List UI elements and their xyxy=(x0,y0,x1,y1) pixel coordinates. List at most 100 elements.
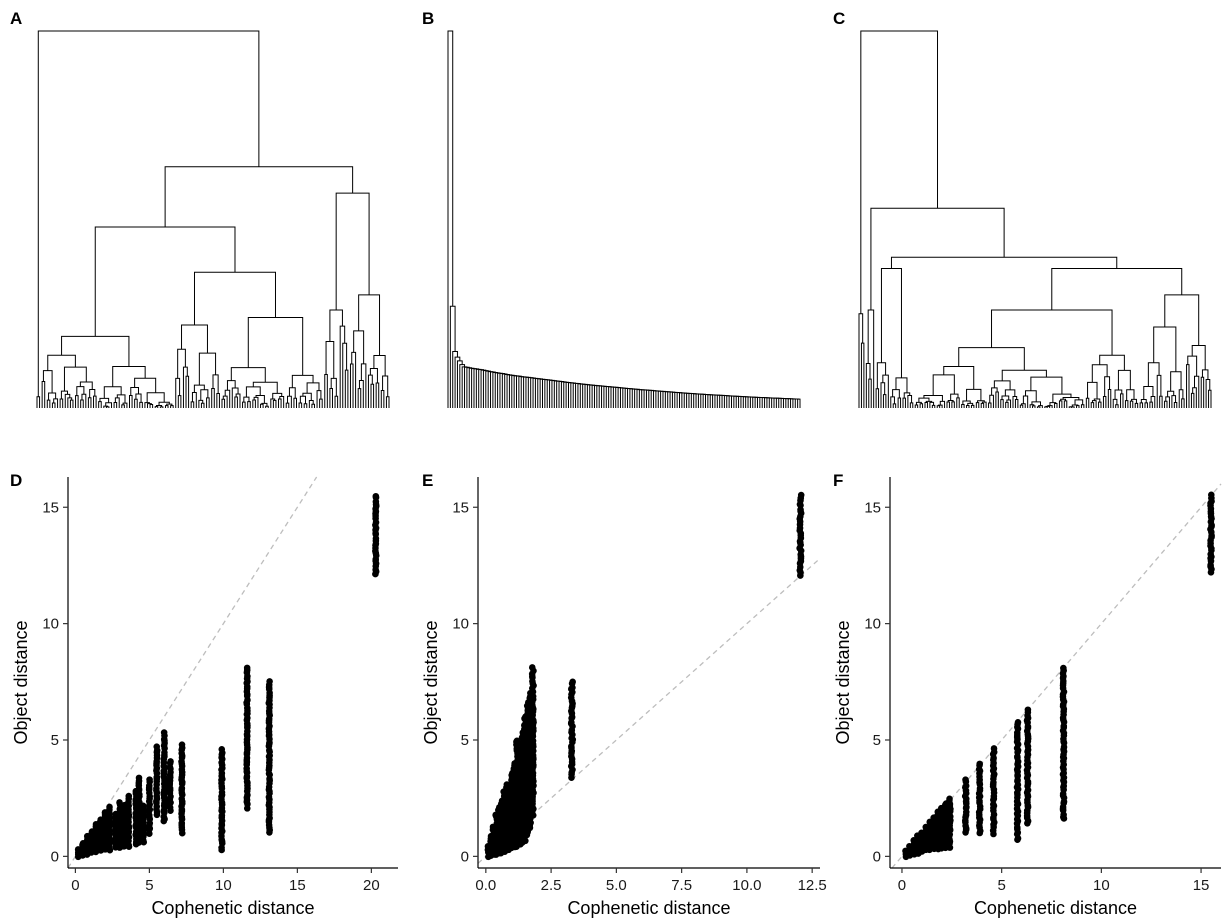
dendrogram-link xyxy=(464,366,470,408)
dendrogram-link xyxy=(918,397,930,403)
dendrogram-link xyxy=(792,398,798,408)
x-tick-label: 5.0 xyxy=(606,877,627,894)
dendrogram-link xyxy=(1098,401,1102,408)
dendrogram-link xyxy=(858,313,864,408)
dendrogram-link xyxy=(81,393,87,408)
dendrogram-link xyxy=(1131,398,1137,404)
dendrogram-link xyxy=(75,395,79,408)
dendrogram-link xyxy=(175,377,181,408)
data-point xyxy=(976,760,984,768)
dendrogram-link xyxy=(247,317,304,376)
dendrogram-link xyxy=(351,351,357,408)
dendrogram-link xyxy=(185,375,190,408)
dendrogram-link xyxy=(60,390,69,400)
dendrogram-link xyxy=(508,374,515,408)
dendrogram-link xyxy=(1049,402,1057,406)
dendrogram-link xyxy=(272,399,277,408)
dendrogram-link xyxy=(279,395,285,408)
dendrogram-link xyxy=(875,388,880,408)
dendrogram-link xyxy=(907,394,913,408)
dendrogram-link xyxy=(707,394,714,408)
dendrogram-link xyxy=(936,405,941,408)
dendrogram-link xyxy=(67,397,73,408)
dendrogram-link xyxy=(617,387,624,408)
x-tick-label: 10 xyxy=(215,877,232,894)
dendrogram-link xyxy=(1071,404,1079,407)
dendrogram-link xyxy=(342,342,348,408)
dendrogram-link xyxy=(950,393,959,401)
dendrogram-link xyxy=(231,387,239,408)
dendrogram-link xyxy=(794,398,800,408)
dendrogram-link xyxy=(166,403,173,406)
dendrogram-link xyxy=(991,309,1113,356)
dendrogram-link xyxy=(105,402,113,408)
data-point xyxy=(135,774,143,782)
dendrogram-link xyxy=(94,226,236,337)
dendrogram-link xyxy=(882,394,887,408)
dendrogram-link xyxy=(358,379,364,408)
dendrogram-link xyxy=(902,397,906,408)
dendrogram-link xyxy=(61,335,130,367)
dendrogram-link xyxy=(723,395,730,408)
dendrogram-link xyxy=(892,389,900,399)
panel-letter-d: D xyxy=(10,471,22,490)
dendrogram-link xyxy=(329,387,333,408)
dendrogram-link xyxy=(311,403,315,408)
dendrogram-link xyxy=(1091,400,1097,408)
dendrogram-link xyxy=(278,398,282,408)
dendrogram-link xyxy=(1156,374,1162,408)
data-point xyxy=(266,678,273,685)
x-tick-label: 0.0 xyxy=(475,877,496,894)
dendrogram-link xyxy=(914,404,919,408)
dendrogram-link xyxy=(113,401,118,408)
dendrogram-link xyxy=(966,404,970,408)
dendrogram-link xyxy=(1005,401,1009,408)
y-tick-label: 5 xyxy=(461,732,469,749)
dendrogram-link xyxy=(1063,400,1068,408)
dendrogram-link xyxy=(252,381,278,394)
dendrogram-link xyxy=(667,391,673,408)
dendrogram-link xyxy=(1165,396,1170,408)
y-tick-label: 0 xyxy=(873,848,881,865)
dendrogram-link xyxy=(1144,402,1148,408)
dendrogram-link xyxy=(98,401,102,408)
dendrogram-link xyxy=(319,398,323,408)
dendrogram-link xyxy=(247,401,251,408)
dendrogram-link xyxy=(170,405,174,408)
data-point xyxy=(125,792,133,800)
dendrogram-link xyxy=(1099,354,1125,371)
dendrogram-link xyxy=(1102,396,1107,408)
dendrogram-link xyxy=(357,388,362,408)
dendrogram-link xyxy=(182,366,188,408)
dendrogram-link xyxy=(1107,388,1112,408)
dendrogram-link xyxy=(1149,401,1153,408)
dendrogram-link xyxy=(375,382,380,408)
x-tick-label: 0 xyxy=(71,877,79,894)
data-point xyxy=(962,776,969,784)
dendrogram-link xyxy=(1134,402,1139,408)
dendrogram-link xyxy=(1076,405,1080,408)
dendrogram-link xyxy=(80,399,84,408)
dendrogram-link xyxy=(947,399,954,403)
dendrogram-link xyxy=(932,374,955,396)
data-point xyxy=(372,492,380,500)
dendrogram-link xyxy=(923,395,943,402)
scatter-plot-e: 0.0 2.5 5.0 7.5 10.0 12.5 0 5 10 15 Cophenetic dis… xyxy=(421,477,827,918)
dendrogram-link xyxy=(643,389,650,408)
panel-letter-e: E xyxy=(422,471,433,490)
dendrogram-link xyxy=(610,386,617,408)
y-tick-label: 15 xyxy=(864,499,881,516)
dendrogram-link xyxy=(466,367,473,408)
dendrogram-link xyxy=(212,374,219,394)
x-tick-label: 5 xyxy=(997,877,1005,894)
dendrogram-link xyxy=(206,397,210,408)
dendrogram-link xyxy=(373,355,386,377)
dendrogram-link xyxy=(1159,395,1163,408)
dendrogram-link xyxy=(895,377,908,393)
dendrogram-link xyxy=(1114,389,1123,400)
dendrogram-link xyxy=(382,375,389,397)
dendrogram-link xyxy=(87,397,92,408)
dendrogram-link xyxy=(1164,294,1200,346)
dendrogram-link xyxy=(59,398,64,408)
